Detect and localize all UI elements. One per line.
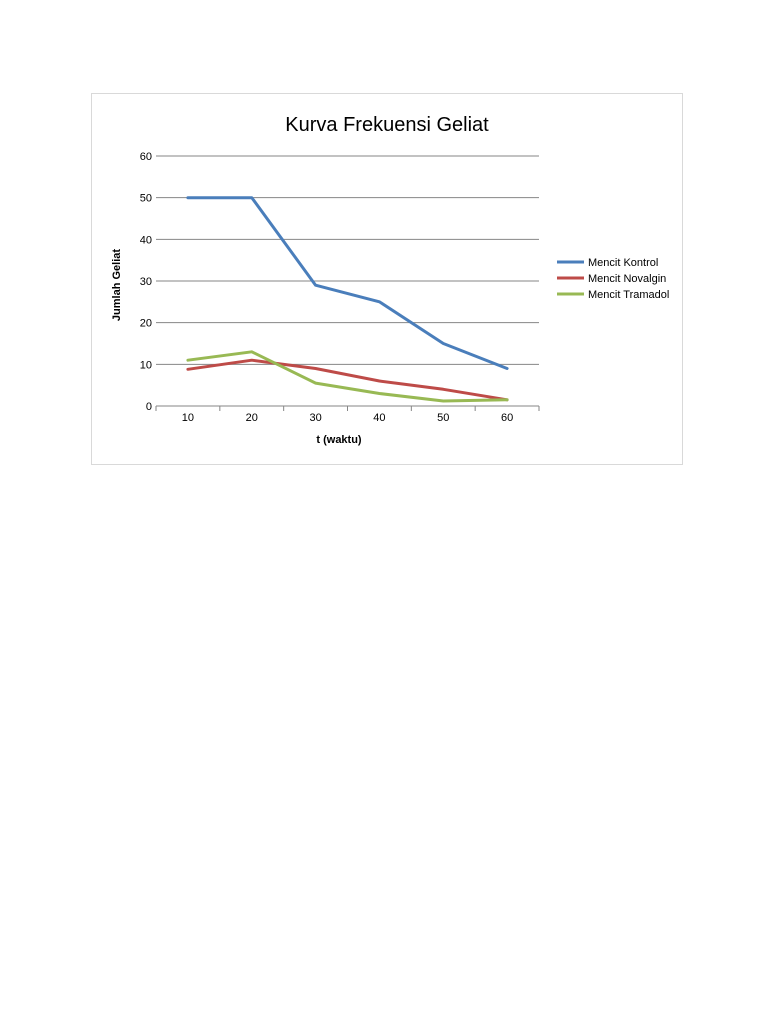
y-tick-label: 50 <box>140 193 152 205</box>
x-tick-label: 60 <box>501 412 513 424</box>
x-tick-label: 10 <box>182 412 194 424</box>
series-line-1 <box>186 196 509 370</box>
chart-title: Kurva Frekuensi Geliat <box>285 114 489 136</box>
legend: Mencit Kontrol Mencit Novalgin Mencit Tram… <box>557 257 669 301</box>
legend-label: Mencit Novalgin <box>588 273 666 285</box>
x-tick-label: 50 <box>437 412 449 424</box>
legend-label: Mencit Tramadol <box>588 289 669 301</box>
y-axis-ticks: 0 10 20 30 40 50 60 <box>140 151 152 413</box>
y-tick-label: 60 <box>140 151 152 163</box>
series-line-2 <box>186 358 509 402</box>
x-axis-label: t (waktu) <box>316 434 362 446</box>
legend-label: Mencit Kontrol <box>588 257 658 269</box>
y-axis-label: Jumlah Geliat <box>111 249 123 321</box>
grid-lines <box>156 155 539 407</box>
x-tick-label: 30 <box>309 412 321 424</box>
series-line-3 <box>186 350 509 403</box>
y-tick-label: 10 <box>140 359 152 371</box>
y-tick-label: 0 <box>146 401 152 413</box>
y-tick-label: 30 <box>140 276 152 288</box>
x-axis-ticks: 10 20 30 40 50 60 <box>155 406 540 424</box>
chart-frame <box>91 93 683 465</box>
y-tick-label: 20 <box>140 318 152 330</box>
x-tick-label: 40 <box>373 412 385 424</box>
y-tick-label: 40 <box>140 234 152 246</box>
x-tick-label: 20 <box>246 412 258 424</box>
series-lines <box>186 196 509 403</box>
